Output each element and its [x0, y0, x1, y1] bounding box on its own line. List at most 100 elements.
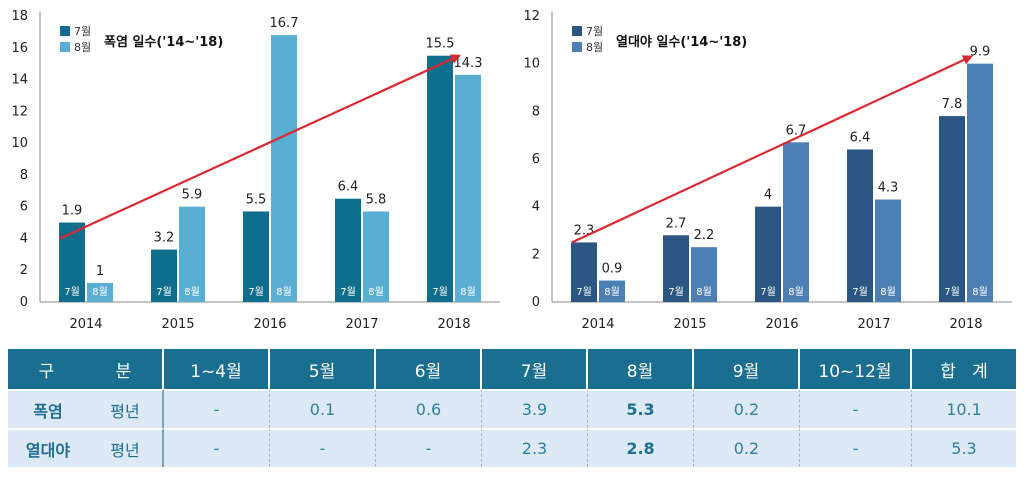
night-legend-label: 7월: [586, 25, 603, 38]
heat-bar-month-label: 8월: [460, 286, 476, 298]
night-bar-2018-aug: [967, 63, 993, 302]
night-legend-label: 8월: [586, 41, 603, 54]
night-bar-2015-jul: [663, 235, 689, 302]
night-bar-2014-aug: [599, 280, 625, 302]
heat-y-tick-label: 2: [20, 263, 28, 278]
row-subcategory: 평년: [88, 389, 164, 428]
night-y-tick-label: 0: [532, 295, 540, 310]
heat-legend-label: 7월: [74, 25, 91, 38]
night-bar-month-label: 7월: [668, 286, 684, 298]
night-y-tick-label: 12: [523, 9, 540, 24]
table-cell: -: [164, 428, 270, 467]
night-bar-month-label: 8월: [788, 286, 804, 298]
night-bar-2018-jul: [939, 116, 965, 302]
heat-x-tick-label: 2015: [161, 317, 194, 332]
night-x-tick-label: 2015: [673, 317, 706, 332]
night-y-tick-label: 2: [532, 247, 540, 262]
night-bar-month-label: 8월: [880, 286, 896, 298]
heat-x-tick-label: 2017: [345, 317, 378, 332]
night-data-label: 4.3: [878, 181, 899, 196]
night-y-tick-label: 4: [532, 200, 540, 215]
table-row-tropical-night: 열대야 평년 - - - 2.3 2.8 0.2 - 5.3: [8, 428, 1016, 467]
heat-y-tick-label: 12: [11, 104, 28, 119]
heat-y-tick-label: 4: [20, 231, 28, 246]
night-y-tick-label: 6: [532, 152, 540, 167]
night-data-label: 0.9: [602, 262, 623, 277]
heat-bar-2016-aug: [271, 35, 297, 303]
heat-y-tick-label: 14: [11, 73, 28, 88]
night-y-tick-label: 10: [523, 57, 540, 72]
header-sep: 9월: [694, 349, 800, 389]
night-data-label: 6.4: [850, 130, 871, 145]
heat-data-label: 1.9: [62, 204, 83, 219]
table-cell: 0.6: [376, 389, 482, 428]
night-bar-2015-aug: [691, 247, 717, 302]
row-category: 폭염: [8, 389, 88, 428]
header-period-jan-apr: 1~4월: [164, 349, 270, 389]
night-trend-arrow: [571, 55, 974, 244]
table-cell: 0.2: [694, 428, 800, 467]
table-cell: -: [164, 389, 270, 428]
heat-data-label: 5.9: [182, 188, 203, 203]
night-bar-month-label: 7월: [576, 286, 592, 298]
heat-bar-2018-aug: [455, 74, 481, 303]
table-cell: 5.3: [588, 389, 694, 428]
header-aug: 8월: [588, 349, 694, 389]
table-cell: -: [800, 428, 912, 467]
table-cell: 3.9: [482, 389, 588, 428]
table-cell: 2.3: [482, 428, 588, 467]
normal-year-table: 구 분 1~4월 5월 6월 7월 8월 9월 10~12월 합 계 폭염 평년…: [8, 349, 1016, 467]
table-cell: 10.1: [912, 389, 1016, 428]
heat-bar-2016-jul: [243, 211, 269, 302]
header-category-char-2: 분: [115, 361, 132, 382]
heat-bar-2015-jul: [151, 249, 177, 302]
night-x-tick-label: 2017: [857, 317, 890, 332]
heat-data-label: 5.5: [246, 192, 267, 207]
table-cell: -: [270, 428, 376, 467]
night-bar-month-label: 8월: [972, 286, 988, 298]
heat-y-tick-label: 16: [11, 41, 28, 56]
heat-y-tick-label: 6: [20, 200, 28, 215]
heat-bar-month-label: 8월: [368, 286, 384, 298]
header-jun: 6월: [376, 349, 482, 389]
heat-bar-month-label: 7월: [340, 286, 356, 298]
night-data-label: 7.8: [942, 97, 963, 112]
header-may: 5월: [270, 349, 376, 389]
table-cell: 0.1: [270, 389, 376, 428]
heat-bar-2017-jul: [335, 198, 361, 302]
heat-data-label: 5.8: [366, 192, 387, 207]
heat-legend-swatch: [60, 26, 70, 36]
heat-y-tick-label: 0: [20, 295, 28, 310]
heat-y-tick-label: 18: [11, 9, 28, 24]
heat-bar-month-label: 7월: [248, 286, 264, 298]
heat-x-tick-label: 2018: [437, 317, 470, 332]
heat-bar-2014-aug: [87, 282, 113, 302]
heat-legend-label: 8월: [74, 41, 91, 54]
tropical-night-days-chart: 0246810122.37월0.98월20142.77월2.28월201547월…: [523, 9, 1012, 332]
heat-bar-month-label: 8월: [92, 286, 108, 298]
heat-data-label: 14.3: [454, 56, 483, 71]
heat-bar-month-label: 7월: [156, 286, 172, 298]
header-total: 합 계: [912, 349, 1016, 389]
row-subcategory: 평년: [88, 428, 164, 467]
table-row-heatwave: 폭염 평년 - 0.1 0.6 3.9 5.3 0.2 - 10.1: [8, 389, 1016, 428]
table-cell: 5.3: [912, 428, 1016, 467]
heat-data-label: 1: [96, 264, 104, 279]
header-category: 구 분: [8, 349, 164, 389]
heat-data-label: 3.2: [154, 231, 175, 246]
heat-data-label: 16.7: [270, 16, 299, 31]
heat-data-label: 6.4: [338, 180, 359, 195]
table-cell: 0.2: [694, 389, 800, 428]
night-data-label: 4: [764, 188, 772, 203]
heat-trend-arrow: [59, 54, 462, 240]
heat-y-tick-label: 8: [20, 168, 28, 183]
table-cell: 2.8: [588, 428, 694, 467]
night-bar-month-label: 8월: [696, 286, 712, 298]
heat-y-tick-label: 10: [11, 136, 28, 151]
night-bar-2014-jul: [571, 242, 597, 302]
heat-bar-month-label: 7월: [432, 286, 448, 298]
header-jul: 7월: [482, 349, 588, 389]
night-bar-month-label: 7월: [852, 286, 868, 298]
night-bar-2016-jul: [755, 206, 781, 302]
heat-legend-swatch: [60, 42, 70, 52]
